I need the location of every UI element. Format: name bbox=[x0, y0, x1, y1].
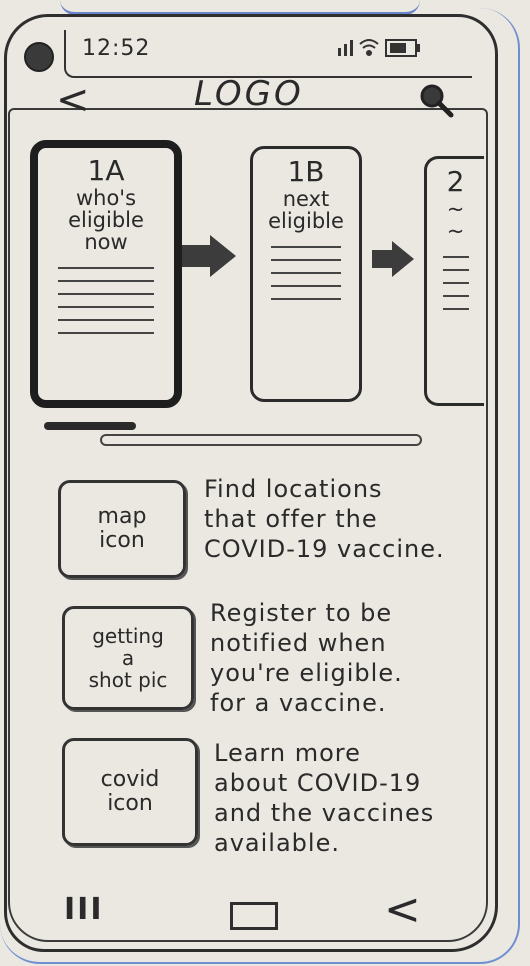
icon-label: shot pic bbox=[88, 668, 168, 692]
map-icon[interactable]: map icon bbox=[58, 480, 186, 578]
card-subtitle-line: next bbox=[282, 187, 330, 211]
battery-icon bbox=[385, 39, 420, 57]
icon-label: icon bbox=[107, 791, 153, 816]
feature-text-line: Find locations bbox=[204, 475, 383, 503]
icon-label: getting bbox=[92, 624, 164, 648]
placeholder-text-lines bbox=[442, 256, 469, 310]
nav-home-button[interactable] bbox=[230, 902, 278, 930]
feature-text-line: notified when bbox=[210, 629, 387, 657]
search-button[interactable] bbox=[418, 82, 454, 118]
carousel-scroll-thumb[interactable] bbox=[44, 422, 136, 430]
covid-icon[interactable]: covid icon bbox=[62, 738, 198, 846]
feature-text-line: Learn more bbox=[214, 739, 361, 767]
register-notification-text[interactable]: Register to be notified when you're elig… bbox=[210, 598, 403, 718]
card-title: 1A bbox=[87, 154, 125, 187]
status-bar bbox=[64, 30, 472, 78]
app-logo: LOGO bbox=[194, 74, 304, 114]
placeholder-text-lines bbox=[271, 246, 341, 300]
eligibility-card-2[interactable]: 2 ~ ~ bbox=[424, 156, 484, 406]
nav-recent-apps-button[interactable]: III bbox=[64, 892, 104, 927]
carousel-scrollbar[interactable] bbox=[100, 434, 422, 446]
status-time: 12:52 bbox=[82, 36, 151, 61]
feature-text-line: for a vaccine. bbox=[210, 689, 387, 717]
eligibility-card-1b[interactable]: 1B next eligible bbox=[250, 146, 362, 402]
card-subtitle-line: who's bbox=[75, 186, 137, 210]
feature-text-line: available. bbox=[214, 829, 340, 857]
status-icons bbox=[338, 32, 448, 67]
feature-text-line: COVID-19 vaccine. bbox=[204, 535, 445, 563]
getting-shot-icon[interactable]: getting a shot pic bbox=[62, 606, 194, 710]
card-title: 2 bbox=[446, 165, 465, 198]
card-subtitle-line: eligible bbox=[268, 209, 344, 233]
search-icon bbox=[420, 84, 454, 118]
phone-screen bbox=[8, 108, 488, 942]
card-subtitle-line: ~ bbox=[446, 219, 465, 243]
feature-text-line: and the vaccines bbox=[214, 799, 435, 827]
eligibility-card-1a[interactable]: 1A who's eligible now bbox=[30, 140, 182, 408]
back-button[interactable]: < bbox=[56, 77, 90, 123]
learn-more-text[interactable]: Learn more about COVID-19 and the vaccin… bbox=[214, 738, 434, 858]
wifi-icon bbox=[359, 39, 379, 56]
card-subtitle-line: eligible bbox=[68, 208, 144, 232]
phone-frame bbox=[4, 14, 498, 952]
blue-edge bbox=[0, 8, 520, 964]
icon-label: icon bbox=[99, 528, 145, 553]
feature-text-line: that offer the bbox=[204, 505, 378, 533]
card-subtitle-line: now bbox=[84, 230, 128, 254]
top-scribble bbox=[60, 0, 420, 15]
signal-icon bbox=[338, 40, 353, 56]
feature-text-line: about COVID-19 bbox=[214, 769, 422, 797]
icon-label: covid bbox=[100, 767, 160, 792]
camera-icon bbox=[24, 42, 54, 72]
placeholder-text-lines bbox=[58, 267, 154, 334]
card-subtitle-line: ~ bbox=[446, 197, 465, 221]
feature-text-line: Register to be bbox=[210, 599, 393, 627]
icon-label: a bbox=[121, 646, 135, 670]
feature-text-line: you're eligible. bbox=[210, 659, 403, 687]
icon-label: map bbox=[97, 504, 147, 529]
nav-back-button[interactable]: < bbox=[384, 884, 421, 935]
find-locations-text[interactable]: Find locations that offer the COVID-19 v… bbox=[204, 474, 445, 564]
card-title: 1B bbox=[287, 155, 325, 188]
